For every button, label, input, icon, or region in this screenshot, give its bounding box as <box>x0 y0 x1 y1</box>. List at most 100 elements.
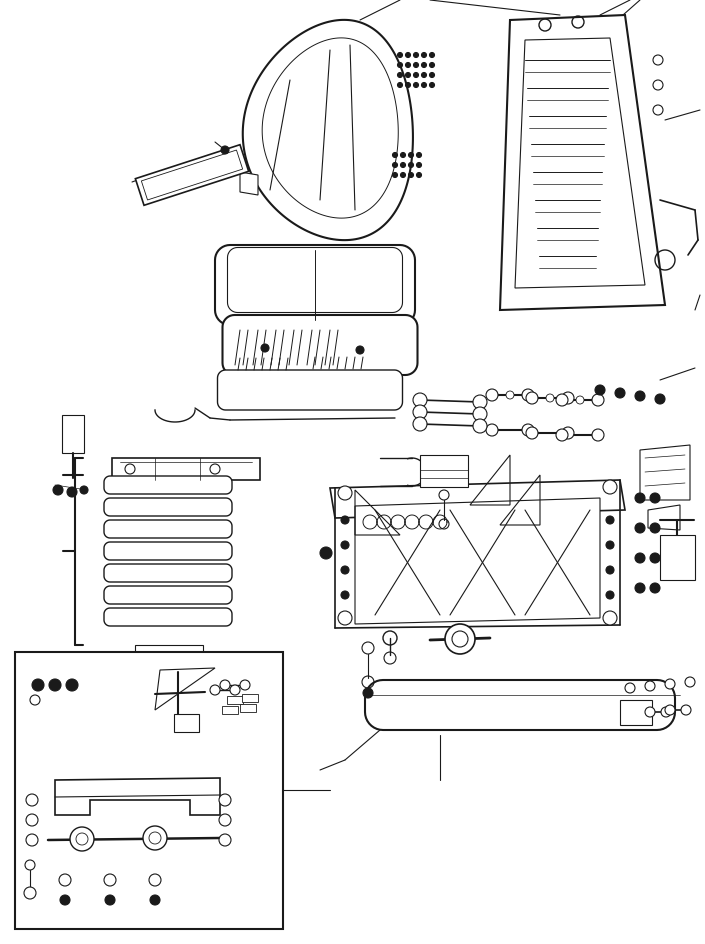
Circle shape <box>80 486 88 494</box>
Circle shape <box>655 394 665 404</box>
Circle shape <box>661 707 671 717</box>
Polygon shape <box>355 498 600 624</box>
Circle shape <box>398 53 403 58</box>
Circle shape <box>49 679 61 691</box>
Circle shape <box>650 583 660 593</box>
Circle shape <box>405 82 410 88</box>
Circle shape <box>546 394 554 402</box>
Polygon shape <box>104 586 232 604</box>
Circle shape <box>408 173 414 177</box>
Circle shape <box>338 611 352 625</box>
Circle shape <box>405 53 410 58</box>
Circle shape <box>526 392 538 404</box>
Circle shape <box>625 683 635 693</box>
Circle shape <box>398 73 403 77</box>
Circle shape <box>595 385 605 395</box>
Circle shape <box>104 874 116 886</box>
Circle shape <box>150 895 160 905</box>
Circle shape <box>210 685 220 695</box>
Circle shape <box>473 395 487 409</box>
Polygon shape <box>240 172 258 195</box>
Circle shape <box>522 424 534 436</box>
Circle shape <box>635 553 645 563</box>
Circle shape <box>606 516 614 524</box>
Circle shape <box>506 391 514 399</box>
Polygon shape <box>243 20 413 240</box>
Circle shape <box>24 887 36 899</box>
Circle shape <box>665 705 675 715</box>
Circle shape <box>522 389 534 401</box>
Circle shape <box>645 681 655 691</box>
Circle shape <box>149 874 161 886</box>
Circle shape <box>341 566 349 574</box>
Bar <box>174 714 199 732</box>
Circle shape <box>413 393 427 407</box>
Circle shape <box>393 162 398 167</box>
Circle shape <box>445 624 475 654</box>
Circle shape <box>562 392 574 404</box>
Circle shape <box>341 591 349 599</box>
Circle shape <box>429 82 434 88</box>
Polygon shape <box>500 15 665 310</box>
Circle shape <box>59 874 71 886</box>
Bar <box>242 694 258 702</box>
Circle shape <box>341 516 349 524</box>
Circle shape <box>556 429 568 441</box>
Circle shape <box>681 705 691 715</box>
Bar <box>112 458 260 480</box>
Circle shape <box>32 679 44 691</box>
Polygon shape <box>215 245 415 325</box>
Circle shape <box>408 162 414 167</box>
Circle shape <box>76 833 88 845</box>
Polygon shape <box>330 480 625 518</box>
Circle shape <box>405 62 410 68</box>
Circle shape <box>105 895 115 905</box>
Circle shape <box>414 82 419 88</box>
Circle shape <box>606 541 614 549</box>
Circle shape <box>473 419 487 433</box>
Circle shape <box>221 146 229 154</box>
Circle shape <box>526 427 538 439</box>
Polygon shape <box>365 680 675 730</box>
Circle shape <box>413 417 427 431</box>
Circle shape <box>26 794 38 806</box>
Circle shape <box>615 388 625 398</box>
Circle shape <box>592 429 604 441</box>
Bar <box>660 535 695 580</box>
Circle shape <box>70 827 94 851</box>
Circle shape <box>562 427 574 439</box>
Circle shape <box>486 424 498 436</box>
Polygon shape <box>223 315 417 375</box>
Circle shape <box>230 685 240 695</box>
Circle shape <box>606 591 614 599</box>
Circle shape <box>53 485 63 495</box>
Circle shape <box>320 547 332 559</box>
Circle shape <box>400 153 405 158</box>
Circle shape <box>556 394 568 406</box>
Circle shape <box>240 680 250 690</box>
Circle shape <box>429 53 434 58</box>
Bar <box>62 415 84 453</box>
Polygon shape <box>104 564 232 582</box>
Circle shape <box>414 73 419 77</box>
Circle shape <box>341 541 349 549</box>
Circle shape <box>398 62 403 68</box>
Circle shape <box>261 344 269 352</box>
Circle shape <box>422 53 427 58</box>
Circle shape <box>408 153 414 158</box>
Circle shape <box>650 553 660 563</box>
Circle shape <box>603 611 617 625</box>
Circle shape <box>452 631 468 647</box>
Bar <box>420 455 468 487</box>
Circle shape <box>363 688 373 698</box>
Circle shape <box>393 173 398 177</box>
Polygon shape <box>640 445 690 500</box>
Circle shape <box>473 407 487 421</box>
Polygon shape <box>648 505 680 530</box>
Circle shape <box>149 832 161 844</box>
Circle shape <box>398 82 403 88</box>
Polygon shape <box>104 476 232 494</box>
Circle shape <box>603 480 617 494</box>
Circle shape <box>143 826 167 850</box>
Circle shape <box>26 814 38 826</box>
